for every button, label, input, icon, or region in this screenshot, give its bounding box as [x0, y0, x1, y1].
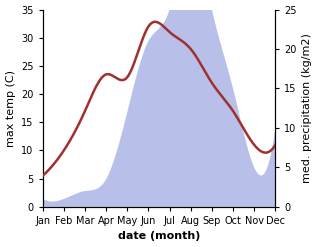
Y-axis label: med. precipitation (kg/m2): med. precipitation (kg/m2): [302, 33, 313, 183]
X-axis label: date (month): date (month): [118, 231, 200, 242]
Y-axis label: max temp (C): max temp (C): [5, 70, 16, 147]
